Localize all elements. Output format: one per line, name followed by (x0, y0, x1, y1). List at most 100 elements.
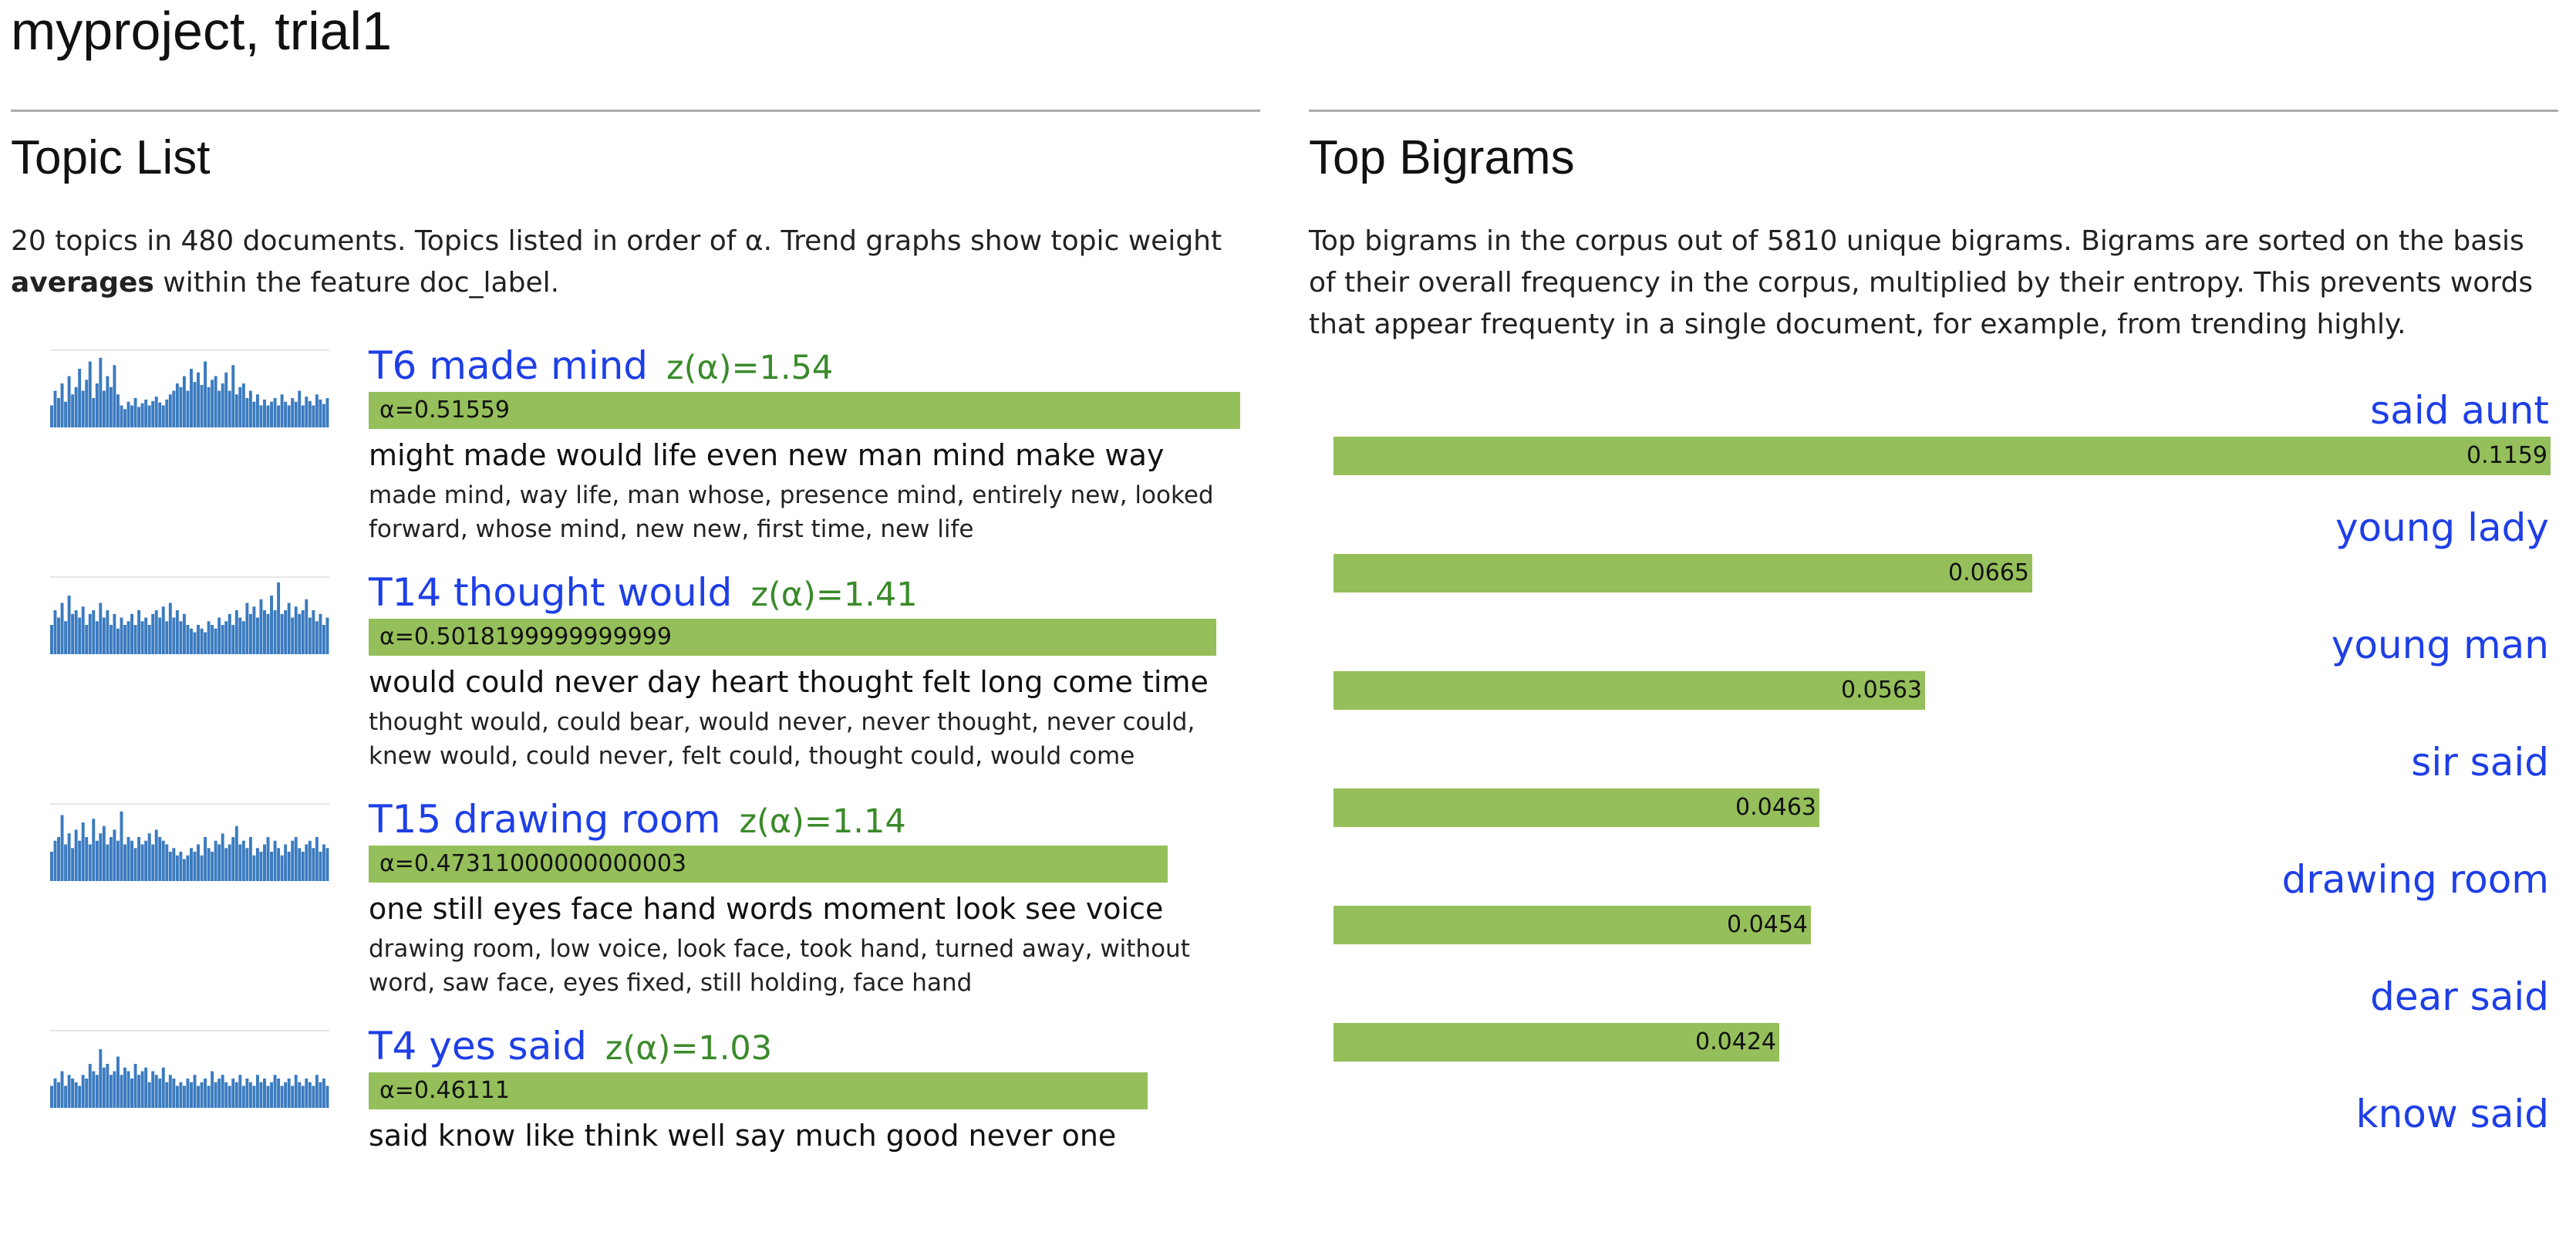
trend-bar (53, 390, 57, 427)
trend-bar (172, 390, 176, 427)
trend-bar (123, 844, 126, 881)
trend-bar (238, 1075, 242, 1108)
trend-bar (294, 837, 298, 881)
trend-bar (179, 1082, 183, 1108)
topic-header: T15 drawing room z(α)=1.14 (369, 796, 906, 845)
trend-bar (315, 837, 319, 881)
trend-bar (92, 398, 96, 427)
bigram-label-link[interactable]: sir said (2411, 740, 2549, 785)
intro-emphasis: averages (11, 267, 154, 299)
trend-bar (137, 610, 141, 654)
trend-bar (255, 617, 259, 654)
trend-bar (168, 394, 172, 427)
trend-bar (319, 613, 322, 654)
trend-bar (92, 1071, 96, 1108)
trend-bar (165, 399, 169, 427)
trend-bar (280, 855, 284, 881)
section-divider (1309, 110, 2558, 112)
trend-bar (78, 840, 82, 881)
trend-bar (158, 837, 162, 881)
trend-bar (95, 1075, 99, 1108)
topic-list-heading: Topic List (11, 131, 211, 184)
bigram-label-link[interactable]: drawing room (2281, 857, 2549, 902)
section-divider (11, 110, 1260, 112)
topic-trend-graph (50, 349, 329, 427)
trend-bar (120, 405, 123, 427)
bigram-label-link[interactable]: young lady (2335, 505, 2549, 550)
trend-bar (284, 401, 288, 427)
trend-bar (172, 617, 176, 654)
trend-bar (248, 1082, 252, 1108)
trend-bar (211, 625, 214, 654)
trend-bar (241, 383, 245, 427)
trend-bar (273, 840, 277, 881)
trend-bar (67, 833, 71, 881)
trend-bar (308, 840, 312, 881)
trend-bar (207, 848, 211, 881)
trend-bar (92, 819, 96, 881)
trend-bar (312, 848, 315, 881)
topic-top-bigrams: drawing room, low voice, look face, took… (369, 935, 1190, 997)
trend-bar (60, 815, 64, 881)
trend-bar (245, 848, 249, 881)
topic-name-link[interactable]: T4 yes said (369, 1024, 587, 1069)
bigram-label-link[interactable]: know said (2355, 1092, 2549, 1136)
trend-bar (64, 844, 68, 881)
bigram-label-link[interactable]: said aunt (2370, 388, 2549, 433)
trend-bar (71, 848, 75, 881)
bigram-label-link[interactable]: young man (2331, 623, 2549, 667)
trend-bar (53, 1079, 57, 1108)
trend-bar (158, 402, 162, 427)
trend-bar (67, 596, 71, 654)
topic-name-link[interactable]: T14 thought would (369, 570, 733, 615)
trend-bar (228, 390, 231, 427)
trend-bar (161, 840, 165, 881)
topic-name-link[interactable]: T15 drawing room (369, 797, 721, 842)
page-title: myproject, trial1 (11, 1, 393, 61)
trend-bar (168, 603, 172, 654)
trend-bar (207, 1085, 211, 1108)
trend-bar (179, 852, 183, 881)
trend-bar (99, 357, 103, 427)
trend-bar (245, 1079, 249, 1108)
trend-bar (294, 606, 298, 654)
bigram-label-link[interactable]: dear said (2370, 974, 2549, 1019)
trend-bar (259, 1082, 263, 1108)
trend-bar (305, 844, 309, 881)
trend-bar (64, 401, 68, 427)
trend-bar (217, 1079, 221, 1108)
trend-bar (270, 1082, 274, 1108)
trend-bar (277, 405, 281, 427)
topic-alpha-bar: α=0.46111 (369, 1072, 1148, 1109)
trend-bar (263, 399, 266, 427)
trend-bar (234, 1082, 238, 1108)
trend-bar (175, 610, 179, 654)
trend-bar (248, 837, 252, 881)
topic-alpha-value: α=0.51559 (379, 397, 510, 424)
trend-bar (298, 613, 302, 654)
trend-bar (123, 409, 126, 427)
trend-bar (126, 401, 130, 427)
topic-list-section: Topic List 20 topics in 480 documents. T… (11, 110, 1260, 1153)
trend-bar (231, 625, 235, 654)
trend-bar (154, 1075, 158, 1108)
topic-z-score: z(α)=1.03 (605, 1029, 773, 1068)
trend-bar (168, 1075, 172, 1108)
trend-bar (133, 848, 137, 881)
trend-bar (266, 1085, 270, 1108)
trend-bar (116, 1056, 120, 1108)
trend-bar (241, 840, 245, 881)
trend-bar (238, 844, 242, 881)
trend-bar (193, 632, 197, 654)
trend-bar (277, 848, 281, 881)
trend-bar (193, 382, 197, 427)
trend-bar (53, 840, 57, 881)
trend-bar (193, 852, 197, 881)
trend-bar (165, 844, 169, 881)
topic-name-link[interactable]: T6 made mind (369, 343, 649, 388)
trend-bar (322, 1079, 325, 1108)
trend-bar (190, 1082, 193, 1108)
trend-bar (106, 610, 110, 654)
trend-bar (217, 617, 221, 654)
trend-bar (147, 405, 151, 427)
